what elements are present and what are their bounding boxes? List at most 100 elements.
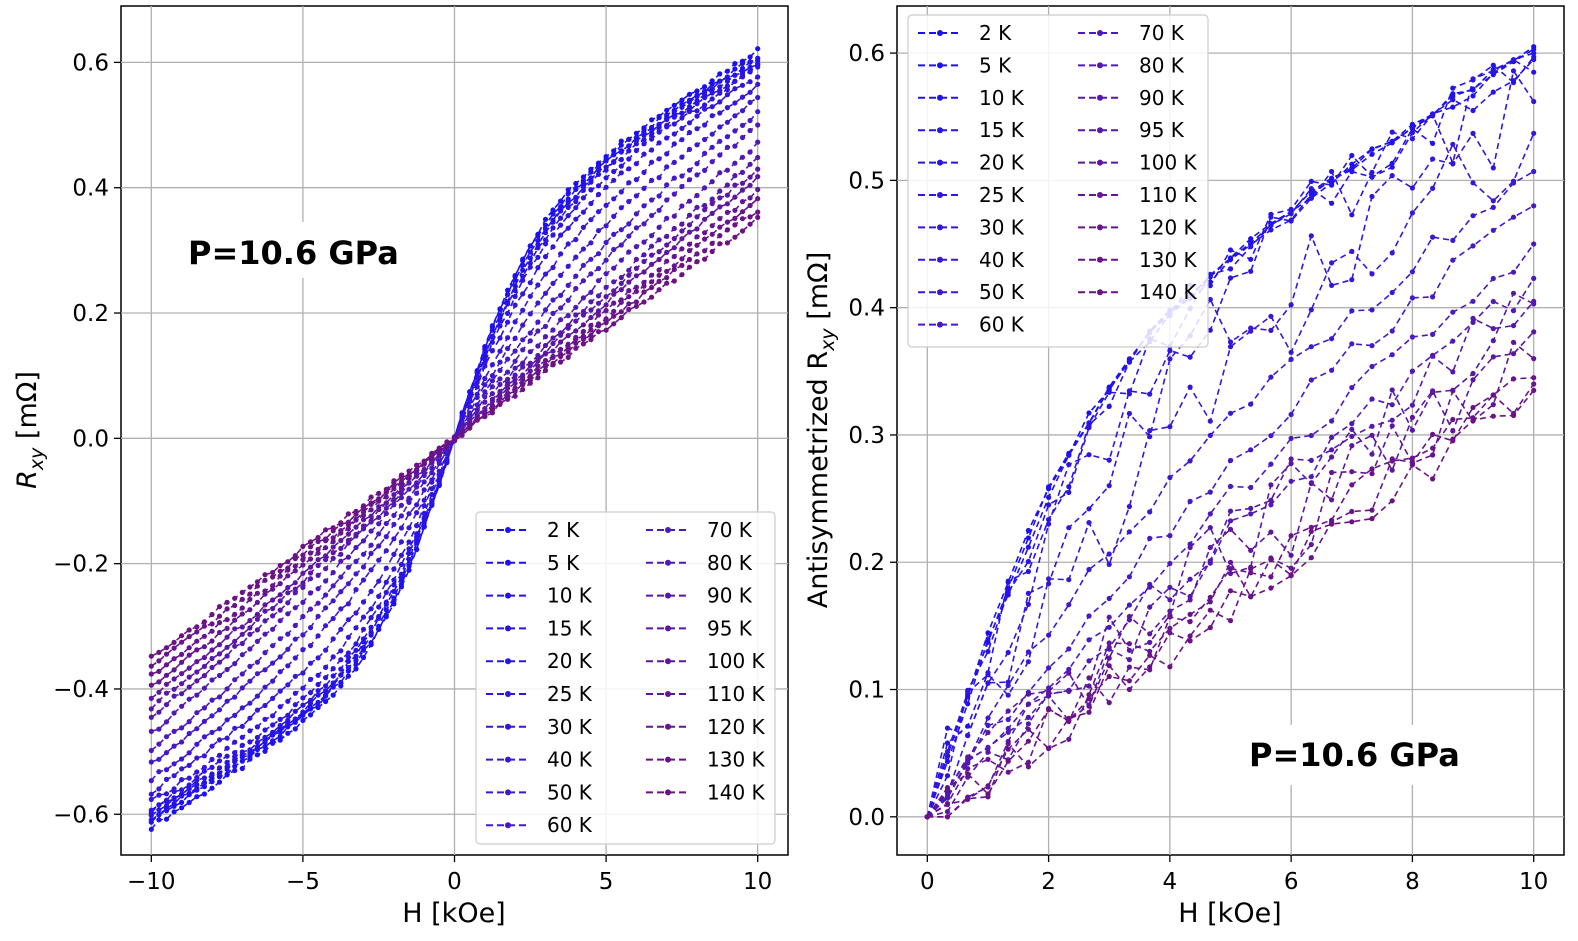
left-data-point [353,647,359,653]
left-legend-label: 80 K [707,551,753,575]
right-y-tick-label: 0.3 [848,423,885,449]
left-data-point [527,249,533,255]
left-data-point [641,258,647,265]
right-data-point [1490,298,1496,305]
left-data-point [429,465,435,471]
left-data-point [307,556,314,562]
left-data-point [649,243,655,249]
right-data-point [1389,456,1395,462]
left-data-point [398,472,404,478]
right-data-point [1147,664,1153,670]
left-data-point [656,256,662,263]
left-data-point [391,551,397,558]
right-data-point [1086,410,1092,416]
right-data-point [965,766,971,772]
right-data-point [1066,688,1072,695]
left-data-point [512,348,518,354]
right-data-point [1308,178,1314,184]
left-data-point [239,671,245,677]
left-data-point [209,697,215,703]
left-data-point [300,580,306,586]
left-data-point [338,520,344,526]
left-data-point [156,668,162,675]
left-data-point [686,229,693,235]
left-data-point [345,634,351,640]
right-data-point [1409,130,1415,136]
right-legend-item: 30 K [918,215,1025,239]
left-data-point [414,523,420,529]
right-data-point [1510,323,1517,329]
left-data-point [558,339,564,345]
right-data-point [1268,585,1274,591]
left-data-point [194,794,200,800]
left-data-point [649,159,655,165]
right-data-point [1187,354,1193,360]
left-data-point [702,102,708,108]
left-data-point [656,124,662,130]
left-data-point [270,643,276,649]
left-data-point [201,705,207,711]
left-data-point [505,335,511,341]
right-legend-marker [1097,159,1103,166]
left-data-point [323,557,329,563]
left-data-point [702,216,708,222]
left-data-point [633,303,640,309]
right-data-point [1470,213,1476,219]
left-data-point [618,257,624,263]
right-data-point [1369,193,1375,200]
right-y-tick-label: 0.2 [848,550,885,576]
left-data-point [747,174,753,180]
left-legend-marker [505,789,511,796]
left-data-point [686,120,693,126]
right-data-point [1126,613,1132,620]
left-data-point [179,703,185,709]
left-data-point [550,327,556,333]
left-data-point [216,694,223,700]
right-data-point [1086,683,1092,689]
right-data-point [1147,509,1153,515]
right-data-point [1389,289,1395,296]
right-data-point [1510,412,1517,419]
right-data-point [944,800,951,807]
left-data-point [360,654,367,661]
right-data-point [1450,428,1456,434]
right-data-point [1046,576,1052,582]
left-data-point [292,590,298,596]
left-data-point [656,237,662,243]
left-data-point [535,245,541,251]
left-data-point [626,136,632,142]
right-data-point [1308,432,1314,439]
left-data-point [201,663,207,670]
right-data-point [1005,682,1011,689]
left-data-point [307,712,314,718]
left-data-point [588,289,594,295]
left-data-point [641,203,647,209]
left-data-point [542,230,549,236]
left-data-point [323,647,329,653]
left-data-point [383,534,389,540]
right-data-point [1510,180,1517,186]
right-data-point [1288,302,1294,308]
left-data-point [709,86,715,92]
left-data-point [702,248,708,254]
right-data-point [1308,186,1314,192]
left-data-point [171,676,177,682]
left-data-point [724,92,731,98]
left-data-point [626,198,632,205]
left-data-point [686,104,693,110]
left-data-point [383,510,389,517]
left-data-point [603,327,609,333]
right-legend-marker [937,127,943,134]
left-legend-label: 95 K [707,616,753,640]
left-data-point [391,588,397,595]
left-data-point [656,115,662,121]
right-data-point [1389,164,1395,170]
right-legend-label: 5 K [979,53,1012,77]
left-data-point [156,769,162,775]
right-data-point [1248,256,1254,262]
right-data-point [1187,633,1193,639]
left-data-point [262,738,268,744]
left-legend-item: 100 K [646,649,766,673]
left-legend-label: 40 K [547,748,593,772]
left-data-point [527,280,533,286]
